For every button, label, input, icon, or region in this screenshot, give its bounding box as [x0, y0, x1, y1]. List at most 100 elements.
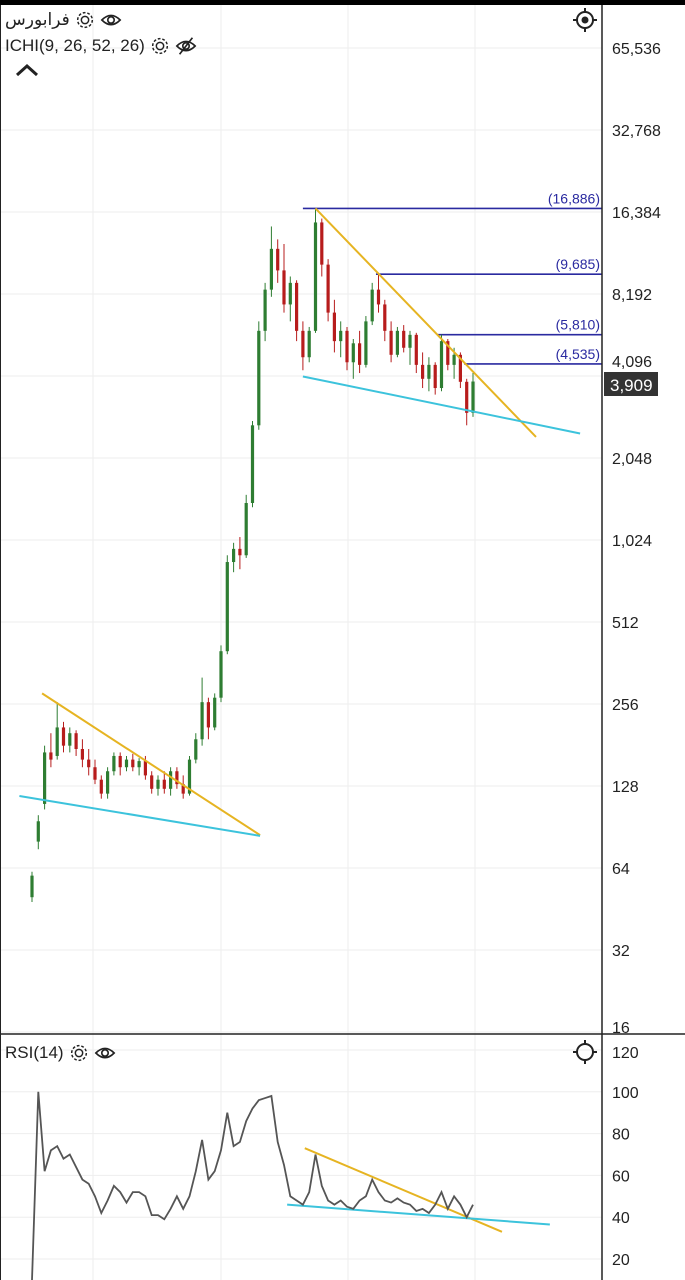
rsi-tick-label: 20 [612, 1252, 630, 1269]
candle-body [313, 222, 318, 331]
trendline-resistance [41, 692, 261, 836]
rsi-tick-label: 40 [612, 1210, 630, 1227]
indicator-name: ICHI(9, 26, 52, 26) [5, 36, 145, 55]
candle-body [257, 330, 261, 426]
candle-body [250, 425, 255, 504]
rsi-tick-label: 100 [612, 1085, 639, 1102]
candle-body [55, 727, 59, 756]
crosshair-icon[interactable] [573, 8, 597, 32]
gear-icon[interactable] [68, 1042, 90, 1064]
candle-body [187, 759, 192, 794]
fib-level-label: (16,886) [548, 190, 600, 206]
rsi-name: RSI(14) [5, 1043, 64, 1062]
eye-off-icon[interactable] [175, 35, 197, 57]
candle-body [452, 354, 456, 365]
price-tick-label: 128 [612, 779, 639, 796]
collapse-chevron-up-icon[interactable] [15, 63, 39, 77]
price-tick-label: 64 [612, 861, 630, 878]
candle-body [194, 739, 198, 760]
price-tick-label: 16,384 [612, 205, 661, 222]
crosshair-icon[interactable] [573, 1040, 597, 1064]
candle-body [414, 334, 418, 365]
candle-body [395, 330, 399, 355]
candle-body [295, 282, 299, 331]
candle-body [288, 282, 292, 305]
candle-body [370, 289, 374, 322]
candle-body [326, 264, 330, 313]
candle-body [458, 354, 462, 382]
candle-body [439, 341, 444, 389]
price-tick-label: 512 [612, 615, 639, 632]
status-bar [0, 0, 685, 5]
candles [30, 208, 475, 903]
price-axis[interactable]: 65,536 32,768 16,384 8,192 4,096 2,048 1,024 51… [612, 41, 661, 1269]
price-tick-label: 256 [612, 697, 639, 714]
candle-body [112, 755, 116, 772]
candle-body [87, 759, 91, 768]
candle-body [61, 727, 66, 746]
rsi-series [31, 1091, 474, 1280]
candle-body [276, 248, 280, 271]
candle-body [99, 779, 103, 794]
candle-body [345, 330, 349, 363]
candle-body [106, 771, 110, 794]
rsi-line [31, 1091, 474, 1280]
rsi-legend: RSI(14) [5, 1042, 116, 1064]
last-price-value: 3,909 [610, 376, 653, 395]
gear-icon[interactable] [149, 35, 171, 57]
price-tick-label: 65,536 [612, 41, 661, 58]
eye-icon[interactable] [100, 9, 122, 31]
candle-body [219, 651, 223, 698]
candle-body [376, 289, 381, 305]
candle-body [213, 697, 217, 728]
candle-body [175, 771, 179, 785]
fib-levels: (16,886) (9,685) (5,810) (4,535) [302, 190, 602, 365]
candle-body [36, 821, 40, 842]
price-tick-label: 1,024 [612, 533, 652, 550]
fib-level-label: (5,810) [556, 317, 600, 333]
candle-body [364, 321, 368, 365]
candle-body [225, 562, 229, 652]
candle-body [156, 779, 160, 789]
candle-body [150, 775, 154, 789]
rsi-tick-label: 60 [612, 1168, 630, 1185]
candle-body [339, 330, 343, 342]
candle-body [80, 749, 84, 760]
candle-body [332, 312, 336, 342]
candle-body [143, 761, 147, 776]
candle-body [200, 702, 204, 740]
candle-body [433, 364, 437, 389]
trendlines[interactable] [19, 207, 581, 1233]
symbol-legend: فرابورس [5, 9, 122, 31]
candle-body [389, 330, 393, 355]
price-tick-label: 8,192 [612, 287, 652, 304]
candle-body [301, 330, 305, 358]
fib-level-label: (4,535) [556, 346, 600, 362]
candle-body [169, 771, 173, 789]
candle-body [162, 779, 166, 789]
candle-body [93, 767, 97, 780]
candle-body [427, 364, 431, 379]
candle-body [351, 343, 355, 363]
candle-body [181, 784, 185, 794]
candle-body [269, 248, 273, 290]
candle-body [358, 343, 362, 365]
rsi-trendline-support [287, 1203, 550, 1226]
price-tick-label: 2,048 [612, 451, 652, 468]
last-price-tag: 3,909 [604, 372, 658, 396]
gear-icon[interactable] [74, 9, 96, 31]
price-tick-label: 32 [612, 943, 630, 960]
candle-body [465, 381, 469, 413]
candle-body [282, 270, 286, 305]
eye-icon[interactable] [94, 1042, 116, 1064]
trendline-support [302, 375, 581, 435]
rsi-tick-label: 120 [612, 1045, 639, 1062]
candle-body [137, 761, 141, 768]
candle-body [263, 289, 267, 331]
candle-body [74, 733, 78, 750]
fib-level-label: (9,685) [556, 256, 600, 272]
candle-body [320, 222, 324, 265]
candle-body [383, 304, 387, 331]
symbol-name: فرابورس [5, 10, 70, 29]
